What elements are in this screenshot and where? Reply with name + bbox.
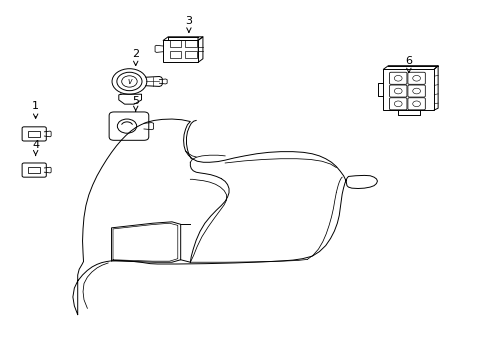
Text: 1: 1	[32, 101, 39, 118]
Text: 6: 6	[405, 56, 411, 73]
Text: 5: 5	[132, 95, 139, 111]
Bar	[163, 40, 198, 62]
Bar	[28, 167, 40, 173]
Text: v: v	[127, 77, 131, 86]
Bar	[184, 40, 196, 48]
Bar	[383, 69, 433, 110]
Text: 4: 4	[32, 140, 39, 156]
Text: 3: 3	[185, 16, 192, 32]
Bar	[184, 51, 196, 58]
Text: 2: 2	[132, 49, 139, 66]
Bar	[169, 40, 181, 48]
Bar	[28, 131, 40, 137]
Bar	[169, 51, 181, 58]
